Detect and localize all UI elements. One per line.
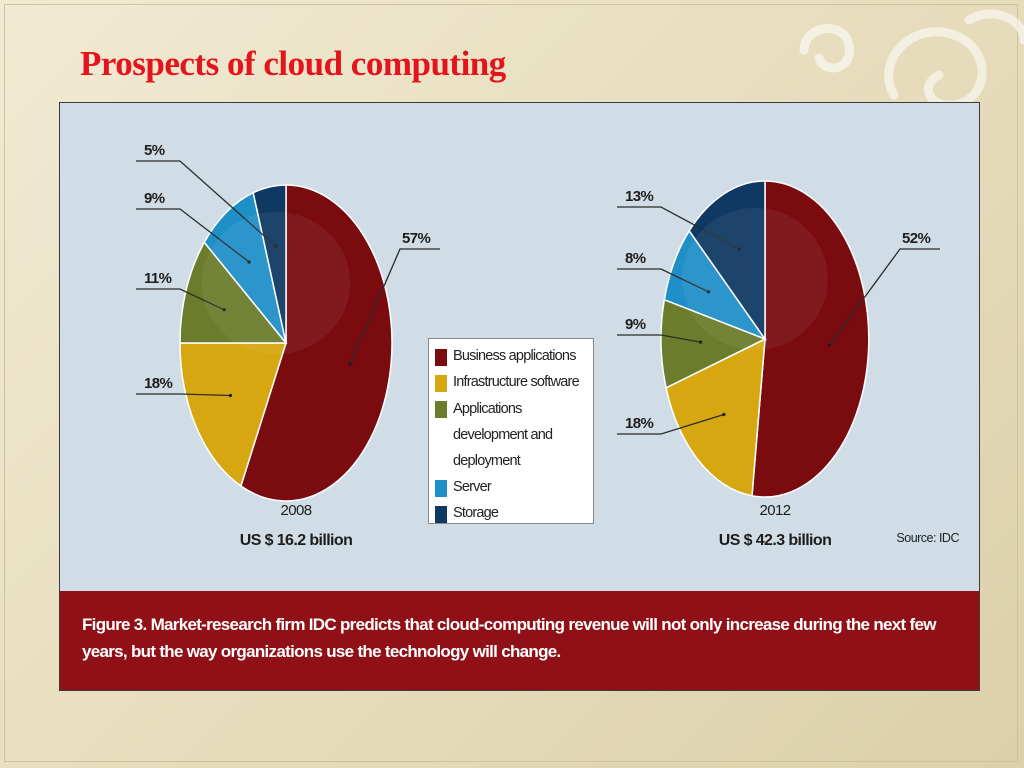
legend-swatch [435,375,447,392]
pie-slice-business-applications [751,180,870,498]
leader-dot [737,247,742,251]
leader-dot [706,290,711,294]
pie-slice-server [203,191,287,344]
leader-dot [222,308,226,312]
legend-swatch [435,480,447,497]
data-label: 5% [144,142,165,159]
leader-dot [827,343,832,347]
legend-item: Infrastructure software [435,374,593,395]
data-label: 18% [144,375,172,392]
leader-dot [699,340,703,344]
pie-subtitle: US $ 42.3 billion [719,532,832,549]
pie-highlight [201,211,351,355]
leader-dot [348,362,352,366]
leader-line [617,413,725,435]
data-label: 13% [625,188,653,205]
leader-line [136,160,277,247]
pie-slice-applications-development [660,298,767,389]
leader-line [136,393,231,397]
legend-swatch [435,506,447,523]
legend-item: Business applications [435,348,593,369]
leader-dot [247,260,251,264]
leader-line [617,268,709,293]
data-label: 57% [402,230,430,247]
legend-swatch [435,349,447,366]
leader-line [617,334,701,343]
pie-charts: 57% 18% 11% 9% 5% 2008 US $ 16.2 billion 52% 18%… [136,142,940,549]
slide-title: Prospects of cloud computing [80,44,506,83]
pie-title: 2008 [281,502,312,519]
leader-line [828,248,940,346]
caption-band: Figure 3. Market-research firm IDC predi… [60,591,979,690]
pie-highlight [682,207,828,351]
figure-caption: Figure 3. Market-research firm IDC predi… [82,615,936,661]
leader-dot [722,412,726,417]
legend-label: Storage [453,505,499,521]
data-label: 11% [144,270,172,287]
chart-legend: Business applications Infrastructure sof… [428,338,594,524]
pie-subtitle: US $ 16.2 billion [240,532,353,549]
pie-slice-storage [252,184,287,344]
data-label: 9% [625,316,646,333]
pie-chart-2008: 57% 18% 11% 9% 5% 2008 US $ 16.2 billion [136,142,440,549]
leader-line [349,248,440,365]
pie-title: 2012 [760,502,791,519]
leader-line [136,288,225,311]
leader-dot [274,244,278,248]
source-note: Source: IDC [896,531,959,545]
data-label: 9% [144,190,165,207]
data-label: 8% [625,250,646,267]
leader-dot [228,393,233,398]
slide-frame [4,4,1018,762]
legend-item: Storage [435,505,593,526]
legend-item: Applications development and deployment [435,400,593,474]
legend-label: Applications development and deployment [453,401,553,469]
pie-slice-applications-development [179,240,288,344]
legend-label: Infrastructure software [453,374,580,390]
pie-slice-infrastructure-software [179,342,288,488]
legend-label: Server [453,479,492,495]
pie-chart-2012: 52% 18% 9% 8% 13% 2012 US $ 42.3 billion [617,180,940,549]
leader-line [136,208,250,263]
pie-slice-business-applications [240,184,393,502]
legend-item: Server [435,479,593,500]
data-label: 52% [902,230,930,247]
leader-line [617,206,740,250]
figure-panel: 57% 18% 11% 9% 5% 2008 US $ 16.2 billion 52% 18%… [59,102,980,691]
legend-swatch [435,401,447,418]
legend-label: Business applications [453,348,576,364]
data-label: 18% [625,415,653,432]
